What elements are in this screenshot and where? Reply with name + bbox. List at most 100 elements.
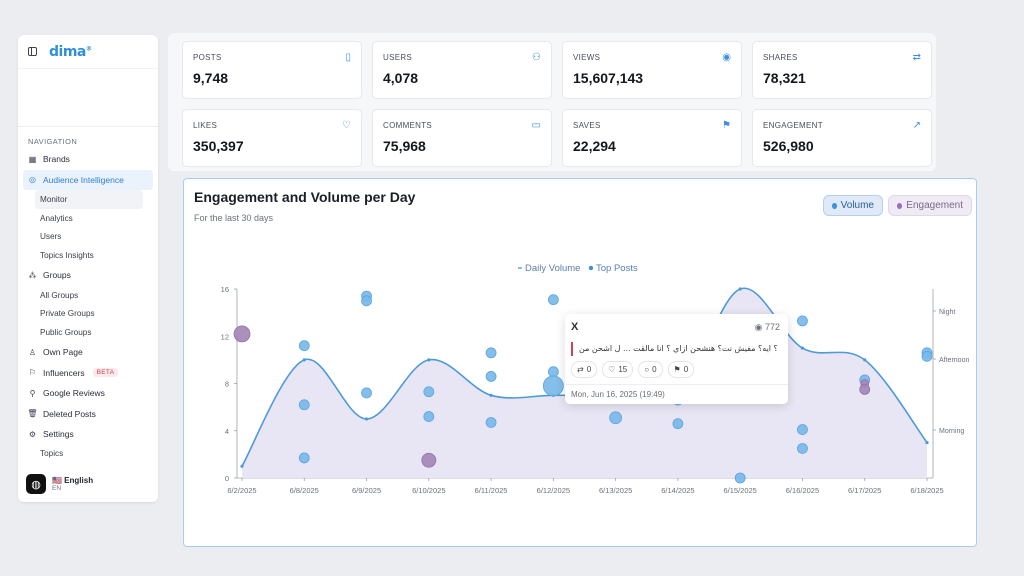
tooltip-stats: ⇄ 0 ♡ 15 ○ 0 ⚑ 0	[571, 361, 695, 378]
volume-toggle[interactable]: Volume	[823, 195, 883, 216]
sidebar: dima® NAVIGATION ▦ Brands ◎ Audience Intel…	[18, 35, 158, 502]
x-tick-label: 6/12/2025	[537, 486, 570, 495]
metric-label: VIEWS	[573, 53, 601, 62]
x-tick-label: 6/13/2025	[599, 486, 632, 495]
metric-card-views: VIEWS 15,607,143 ◉	[562, 41, 742, 99]
grid-icon: ▦	[28, 154, 37, 164]
nav-sub-topics-insights[interactable]: Topics Insights	[40, 251, 94, 261]
repost-icon: ⇄	[912, 52, 921, 63]
legend-top-posts-swatch	[588, 265, 594, 271]
nav-sub-topics[interactable]: Topics	[40, 449, 64, 459]
x-tick-label: 6/18/2025	[910, 486, 943, 495]
nav-sub-public-groups[interactable]: Public Groups	[40, 328, 92, 338]
nav-item-settings[interactable]: ⚙ Settings	[28, 429, 74, 440]
metric-value: 15,607,143	[573, 70, 644, 86]
target-icon: ◎	[29, 175, 36, 185]
nav-list: ▦ Brands ◎ Audience Intelligence Monitor A…	[18, 149, 158, 463]
volume-point	[427, 358, 431, 362]
top-post-bubble	[361, 295, 372, 307]
language-switcher[interactable]: ◍ 🇺🇸 English EN	[26, 474, 93, 494]
top-post-bubble	[423, 386, 435, 398]
metric-value: 78,321	[763, 70, 806, 86]
nav-item-deleted-posts[interactable]: 🗑 Deleted Posts	[27, 408, 96, 419]
globe-icon: ◍	[26, 474, 46, 494]
metric-label: USERS	[383, 53, 413, 62]
volume-point	[302, 358, 306, 362]
nav-item-influencers[interactable]: ⚐ Influencers BETA	[23, 363, 153, 384]
nav-sub-private-groups[interactable]: Private Groups	[40, 309, 95, 319]
nav-sub-users[interactable]: Users	[40, 232, 62, 242]
chart-title: Engagement and Volume per Day	[194, 189, 416, 205]
nav-sub-all-groups[interactable]: All Groups	[40, 290, 79, 300]
trash-icon: 🗑	[27, 409, 38, 419]
volume-point	[800, 346, 805, 350]
sidebar-blank-area	[18, 69, 158, 127]
nav-item-brands[interactable]: ▦ Brands	[28, 154, 70, 165]
chart-panel: Daily Volume Top Posts 0 4 8 12 16 Night Afterno…	[183, 178, 977, 547]
tooltip-post-text[interactable]: ؟ ايه؟ مفيش نت؟ هنشحن ازاي ؟ انا مالقت .…	[571, 342, 778, 356]
nav-title: NAVIGATION	[28, 137, 78, 146]
right-tick-label: Afternoon	[939, 357, 969, 364]
metric-card-comments: COMMENTS 75,968 ▭	[372, 109, 552, 167]
engagement-dot-icon	[897, 202, 903, 209]
x-tick-label: 6/2/2025	[227, 486, 256, 495]
top-post-bubble	[233, 325, 251, 343]
x-logo-icon: X	[571, 321, 579, 333]
x-tick-label: 6/10/2025	[412, 486, 445, 495]
y-tick-label: 8	[225, 380, 229, 389]
volume-point	[489, 393, 493, 397]
metrics-panel: POSTS 9,748 ▯ USERS 4,078 ⚇ VIEWS 15,607…	[168, 33, 936, 171]
comment-icon: ▭	[531, 120, 541, 131]
nav-sub-monitor[interactable]: Monitor	[35, 190, 143, 209]
user-icon: ♙	[28, 347, 37, 357]
right-tick-label: Night	[939, 309, 955, 316]
metric-card-posts: POSTS 9,748 ▯	[182, 41, 362, 99]
bookmark-icon: ⚑	[722, 120, 731, 131]
volume-point	[925, 440, 929, 445]
sidebar-header: dima®	[18, 35, 158, 69]
x-tick-label: 6/14/2025	[661, 486, 694, 495]
metric-card-saves: SAVES 22,294 ⚑	[562, 109, 742, 167]
eye-icon: ◉	[722, 52, 731, 63]
top-post-bubble	[921, 350, 933, 362]
beta-badge: BETA	[92, 368, 119, 378]
top-post-bubble	[542, 375, 564, 397]
top-post-bubble	[734, 472, 746, 484]
metric-label: SHARES	[763, 53, 798, 62]
volume-point	[364, 417, 369, 421]
top-post-bubble	[485, 371, 497, 382]
megaphone-icon: ⚐	[28, 368, 37, 378]
like-stat: ♡ 15	[602, 361, 634, 378]
comment-icon: ○	[644, 365, 650, 374]
right-tick-label: Morning	[939, 428, 964, 435]
groups-icon: ⁂	[28, 270, 37, 280]
x-tick-label: 6/15/2025	[723, 486, 756, 495]
nav-item-own-page[interactable]: ♙ Own Page	[28, 347, 83, 358]
nav-item-audience-intelligence[interactable]: ◎ Audience Intelligence	[23, 169, 153, 190]
top-post-bubble	[797, 424, 808, 435]
top-post-bubble	[672, 418, 684, 430]
trend-icon: ↗	[912, 120, 921, 131]
metric-label: ENGAGEMENT	[763, 121, 823, 130]
engagement-toggle[interactable]: Engagement	[888, 195, 972, 216]
metric-label: LIKES	[193, 121, 218, 130]
logo[interactable]: dima®	[49, 43, 92, 60]
save-stat: ⚑ 0	[667, 361, 695, 378]
volume-point	[738, 287, 742, 291]
language-text: 🇺🇸 English EN	[52, 476, 93, 492]
nav-item-google-reviews[interactable]: ⚲ Google Reviews	[29, 388, 105, 399]
nav-item-groups[interactable]: ⁂ Groups	[28, 270, 71, 281]
users-icon: ⚇	[532, 52, 541, 63]
language-code: EN	[52, 485, 62, 492]
language-label: 🇺🇸 English	[52, 476, 94, 485]
volume-point	[863, 358, 867, 362]
bookmark-icon: ⚑	[673, 365, 681, 374]
x-tick-label: 6/9/2025	[352, 486, 381, 495]
sidebar-toggle-icon[interactable]	[28, 47, 37, 56]
metric-card-likes: LIKES 350,397 ♡	[182, 109, 362, 167]
top-post-bubble	[361, 387, 372, 399]
repost-stat: ⇄ 0	[571, 361, 598, 378]
heart-icon: ♡	[608, 365, 616, 374]
nav-sub-analytics[interactable]: Analytics	[40, 213, 73, 223]
metric-value: 350,397	[193, 138, 244, 154]
